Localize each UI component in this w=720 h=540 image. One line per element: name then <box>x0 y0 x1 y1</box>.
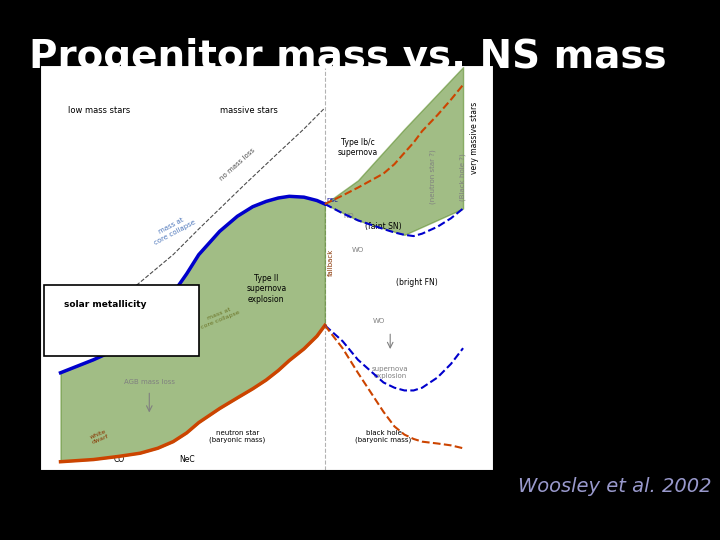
Text: low mass stars: low mass stars <box>68 106 130 115</box>
Text: supernova
explosion: supernova explosion <box>372 366 408 379</box>
Text: very massive stars: very massive stars <box>469 102 479 174</box>
X-axis label: initial mass (solar masses): initial mass (solar masses) <box>201 495 332 505</box>
Text: mass at
core collapse: mass at core collapse <box>198 304 241 330</box>
Text: (bright FN): (bright FN) <box>396 278 438 287</box>
Text: NeC: NeC <box>179 455 194 464</box>
FancyBboxPatch shape <box>44 285 199 356</box>
Text: AGB mass loss: AGB mass loss <box>124 380 175 386</box>
Text: white
dwarf: white dwarf <box>89 429 109 446</box>
Text: Woosley et al. 2002: Woosley et al. 2002 <box>518 476 712 496</box>
Text: WO: WO <box>352 247 364 253</box>
Text: neutron star
(baryonic mass): neutron star (baryonic mass) <box>210 430 266 443</box>
Text: (neutron star ?): (neutron star ?) <box>430 150 436 204</box>
Text: (faint SN): (faint SN) <box>365 222 402 231</box>
Text: NO: NO <box>343 213 354 219</box>
Text: black hole
(baryonic mass): black hole (baryonic mass) <box>356 430 412 443</box>
Text: Type II
supernova
explosion: Type II supernova explosion <box>246 274 287 304</box>
Text: Type Ib/c
supernova: Type Ib/c supernova <box>338 138 378 157</box>
Text: WO: WO <box>373 318 385 323</box>
Text: mass at
core collapse: mass at core collapse <box>150 212 197 246</box>
Text: solar metallicity: solar metallicity <box>64 300 147 309</box>
Text: nsc: nsc <box>327 197 339 202</box>
Text: fallback: fallback <box>328 248 333 276</box>
Text: no mass loss: no mass loss <box>219 147 256 181</box>
Text: (Black hole ?): (Black hole ?) <box>460 153 467 201</box>
Y-axis label: final mass (remnant mass solar masses, baryonic): final mass (remnant mass solar masses, b… <box>3 161 12 373</box>
Text: massive stars: massive stars <box>220 106 277 115</box>
Text: CO: CO <box>114 455 125 464</box>
Text: Progenitor mass vs. NS mass: Progenitor mass vs. NS mass <box>29 38 667 76</box>
